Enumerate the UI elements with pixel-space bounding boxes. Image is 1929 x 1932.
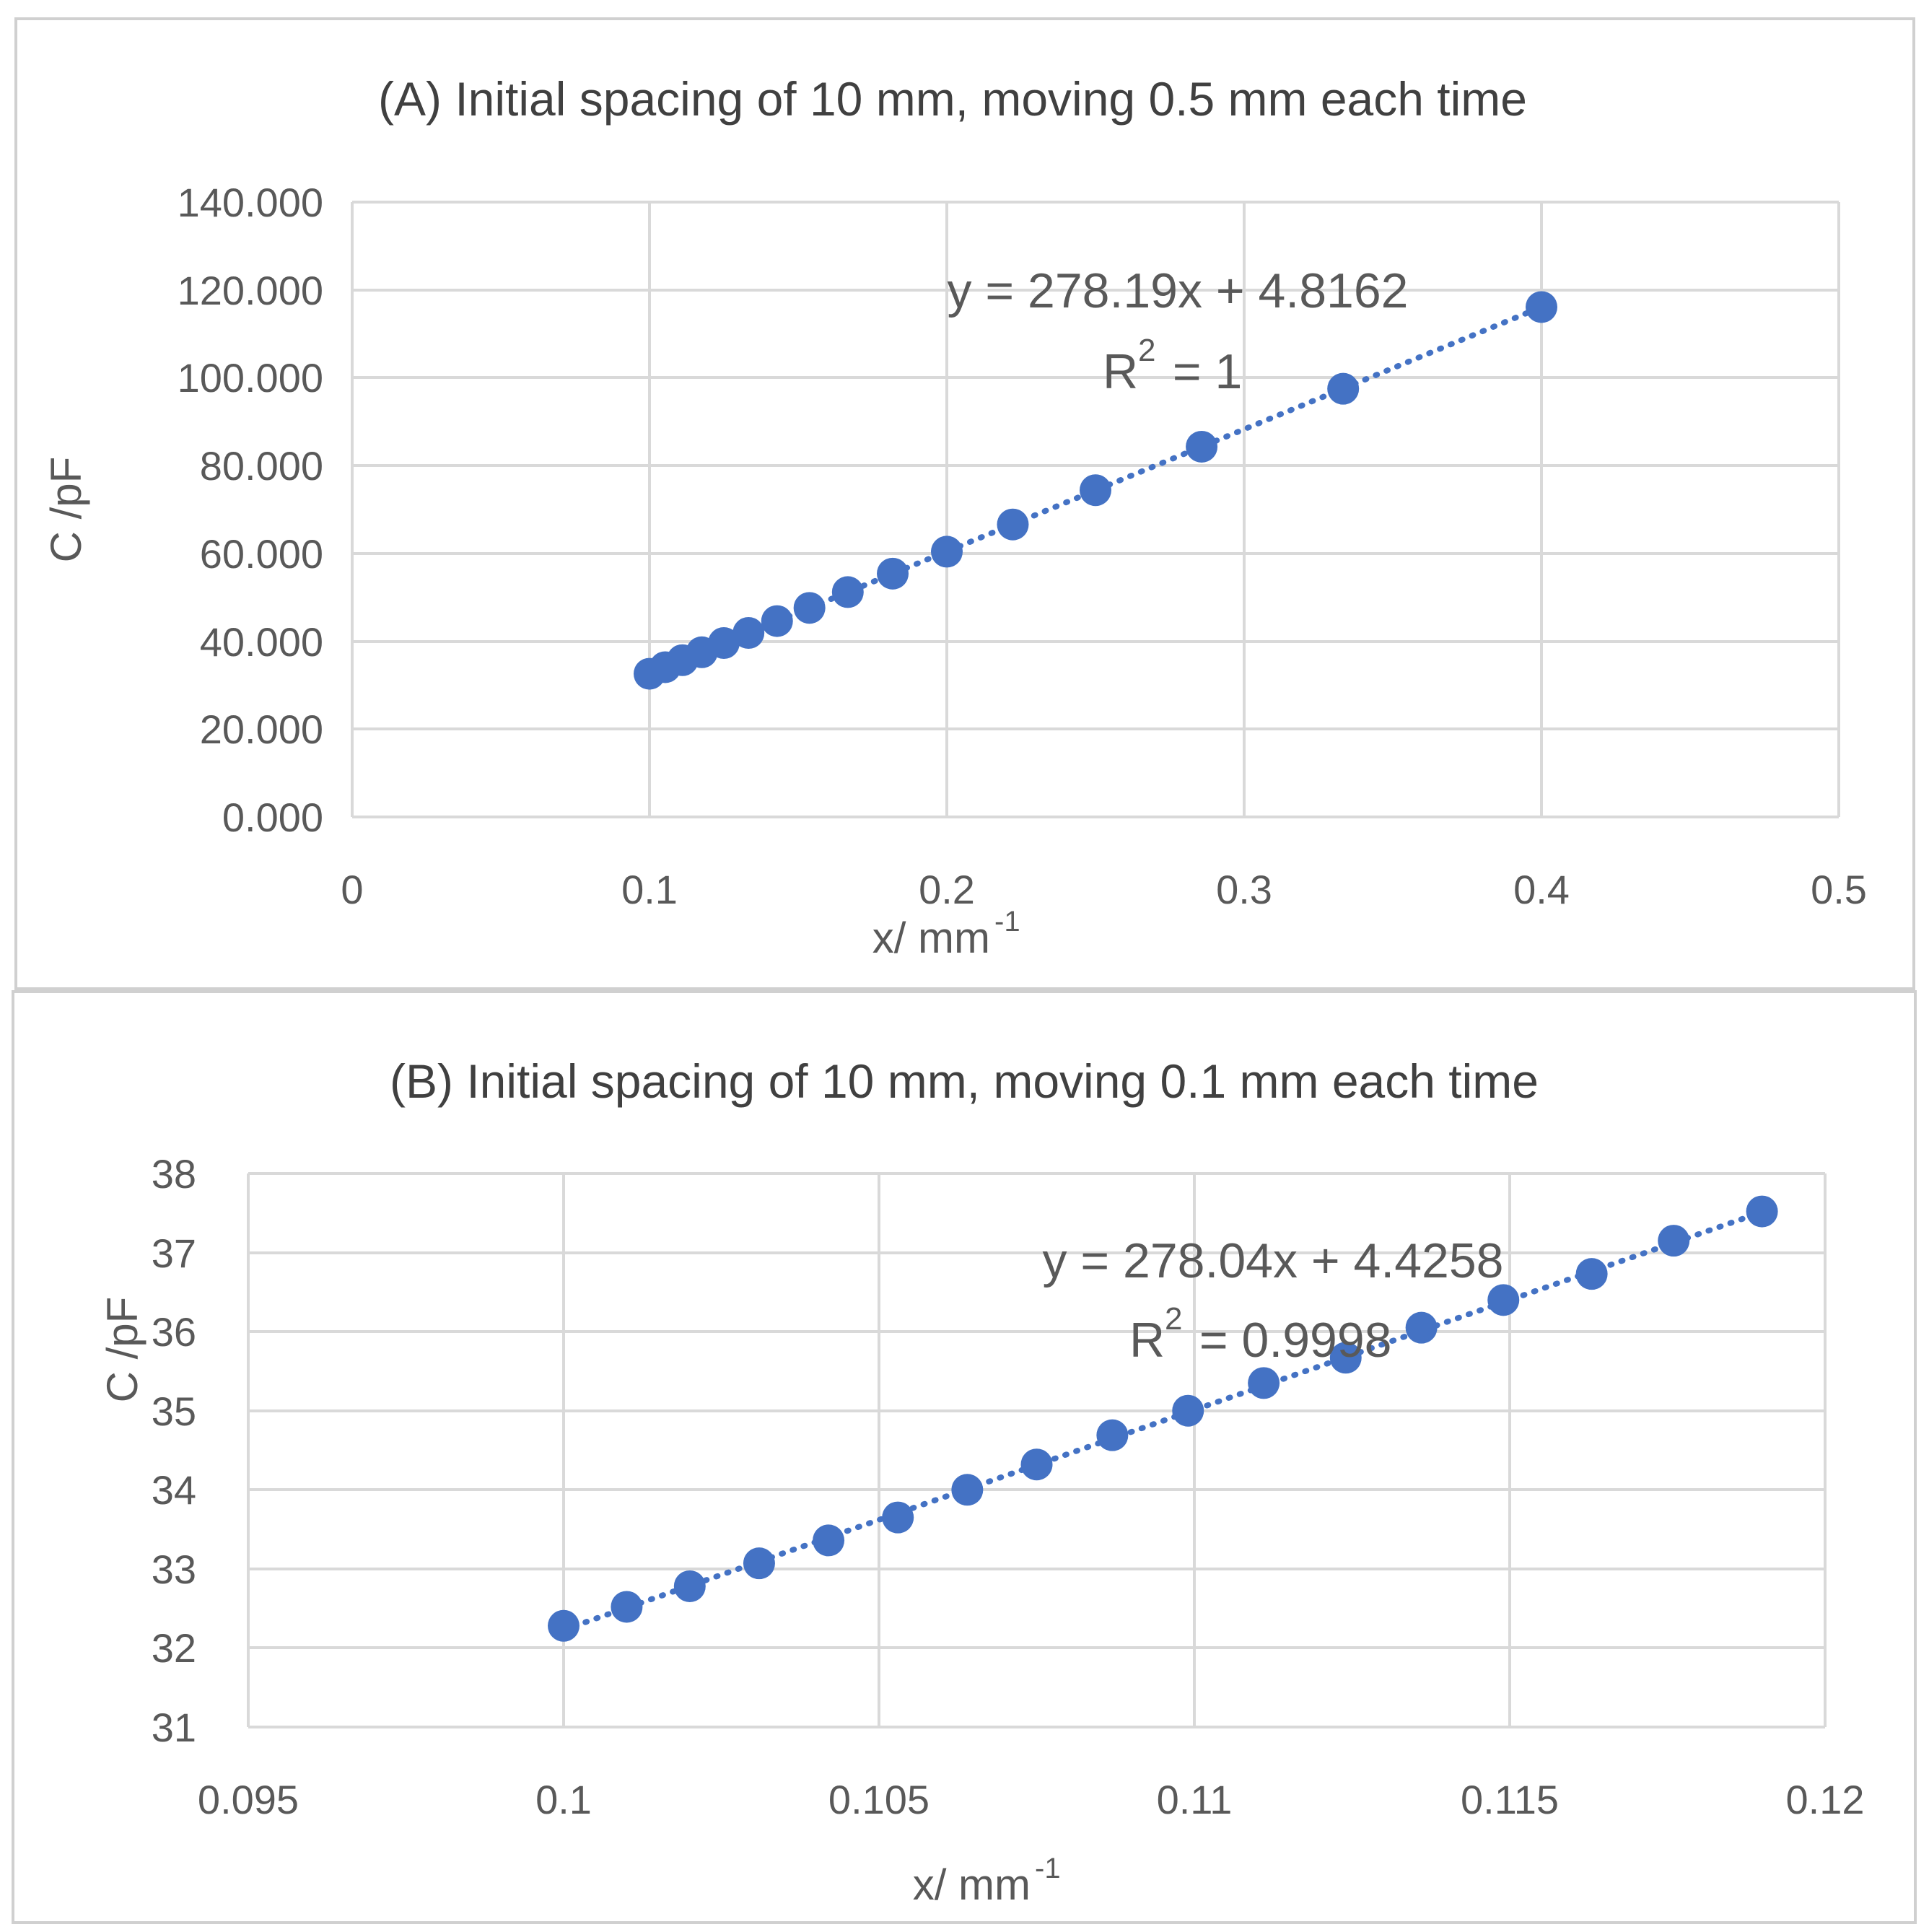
panel-b-y-tick: 34 xyxy=(152,1467,196,1513)
panel-a-y-tick: 100.000 xyxy=(178,355,323,401)
panel-b-y-tick: 31 xyxy=(152,1705,196,1750)
panel-b-r2-exponent: 2 xyxy=(1165,1301,1182,1337)
panel-a-y-tick: 20.000 xyxy=(200,707,323,752)
panel-a-data-point xyxy=(732,617,765,650)
panel-b-y-tick: 35 xyxy=(152,1389,196,1434)
panel-b-y-ticks: 31 32 33 34 35 36 37 38 xyxy=(152,1151,196,1750)
panel-a-x-tick: 0 xyxy=(341,867,363,912)
panel-b-data-point xyxy=(1172,1394,1204,1427)
panel-a-r2-letter: R xyxy=(1103,344,1138,399)
panel-b-x-tick: 0.12 xyxy=(1786,1777,1865,1822)
panel-a-data-point xyxy=(831,576,864,608)
panel-a-x-axis-label: x/ mm xyxy=(872,914,990,962)
panel-b-data-point xyxy=(1020,1448,1053,1481)
panel-b-data-point xyxy=(1487,1284,1520,1316)
panel-a-y-tick: 80.000 xyxy=(200,443,323,489)
panel-b-data-point xyxy=(1096,1419,1129,1451)
panel-a-x-tick: 0.1 xyxy=(621,867,678,912)
panel-a-data-point xyxy=(1080,474,1111,507)
panel-a-y-tick: 40.000 xyxy=(200,619,323,665)
panel-a-gridlines xyxy=(351,201,1840,818)
panel-b-data-point xyxy=(1329,1342,1362,1374)
panel-a-points xyxy=(634,291,1557,690)
panel-b-x-tick: 0.11 xyxy=(1157,1777,1233,1822)
panel-a-x-tick: 0.4 xyxy=(1513,867,1570,912)
panel-b-r2-value: = 0.9998 xyxy=(1186,1313,1391,1368)
panel-b-data-point xyxy=(611,1591,643,1623)
panel-a-data-point xyxy=(997,508,1029,541)
panel-b-x-axis-label: x/ mm xyxy=(913,1861,1031,1909)
panel-b-data-point xyxy=(1575,1258,1608,1290)
panel-a-r2-value: = 1 xyxy=(1159,344,1242,399)
panel-b-y-tick: 33 xyxy=(152,1547,196,1592)
panel-a-data-point xyxy=(877,557,909,590)
panel-b-data-point xyxy=(813,1524,845,1557)
panel-a-data-point xyxy=(931,536,963,568)
panel-b-y-tick: 38 xyxy=(152,1151,196,1197)
panel-b-r2-letter: R xyxy=(1129,1313,1165,1368)
panel-b-y-axis-label: C /pF xyxy=(98,1297,146,1403)
panel-a-data-point xyxy=(1526,291,1557,323)
panel-b-x-tick: 0.1 xyxy=(535,1777,592,1822)
panel-b-data-point xyxy=(1248,1367,1280,1399)
panel-b-border xyxy=(12,990,1917,1924)
panel-b: (B) Initial spacing of 10 mm, moving 0.1… xyxy=(12,990,1917,1924)
panel-a-x-tick: 0.5 xyxy=(1811,867,1867,912)
panel-a-data-point xyxy=(1327,372,1360,405)
panel-b-points xyxy=(548,1195,1778,1642)
panel-a-border xyxy=(14,17,1915,990)
panel-a-x-tick: 0.3 xyxy=(1216,867,1272,912)
panel-b-equation: y = 278.04x + 4.4258 xyxy=(1043,1233,1504,1288)
panel-b-title: (B) Initial spacing of 10 mm, moving 0.1… xyxy=(390,1054,1539,1108)
panel-a-y-tick: 60.000 xyxy=(200,531,323,577)
panel-a-y-ticks: 0.000 20.000 40.000 60.000 80.000 100.00… xyxy=(178,180,323,840)
panel-b-x-tick: 0.105 xyxy=(828,1777,929,1822)
panel-b-x-tick: 0.095 xyxy=(198,1777,299,1822)
panel-b-data-point xyxy=(1405,1311,1438,1344)
panel-b-data-point xyxy=(951,1474,984,1506)
panel-a-y-tick: 120.000 xyxy=(178,268,323,313)
panel-a-data-point xyxy=(1186,430,1218,463)
panel-b-y-tick: 36 xyxy=(152,1309,196,1355)
panel-b-data-point xyxy=(882,1501,914,1534)
panel-b-data-point xyxy=(1658,1225,1690,1257)
panel-a-equation: y = 278.19x + 4.8162 xyxy=(948,263,1409,318)
panel-b-x-axis-label-exponent: -1 xyxy=(1035,1853,1061,1884)
panel-a-data-point xyxy=(708,627,740,660)
panel-b-y-tick: 37 xyxy=(152,1231,196,1276)
panel-b-data-point xyxy=(548,1609,579,1642)
panel-a-y-tick: 140.000 xyxy=(178,180,323,225)
panel-a-x-axis-label-exponent: -1 xyxy=(994,906,1020,937)
panel-a-y-tick: 0.000 xyxy=(222,795,323,840)
panel-a-data-point xyxy=(761,605,793,637)
panel-b-data-point xyxy=(673,1570,706,1602)
panel-a: (A) Initial spacing of 10 mm, moving 0.5… xyxy=(14,17,1915,990)
panel-b-data-point xyxy=(1746,1195,1778,1228)
panel-a-title: (A) Initial spacing of 10 mm, moving 0.5… xyxy=(378,72,1527,126)
panel-b-x-ticks: 0.095 0.1 0.105 0.11 0.115 0.12 xyxy=(198,1777,1865,1822)
panel-b-y-tick: 32 xyxy=(152,1625,196,1671)
panel-b-x-tick: 0.115 xyxy=(1461,1777,1559,1822)
panel-a-data-point xyxy=(793,592,826,624)
panel-a-x-ticks: 0 0.1 0.2 0.3 0.4 0.5 xyxy=(341,867,1867,912)
panel-b-data-point xyxy=(743,1547,775,1580)
panel-a-y-axis-label: C /pF xyxy=(42,457,90,563)
panel-a-x-tick: 0.2 xyxy=(919,867,975,912)
panel-a-r2-exponent: 2 xyxy=(1138,333,1155,368)
